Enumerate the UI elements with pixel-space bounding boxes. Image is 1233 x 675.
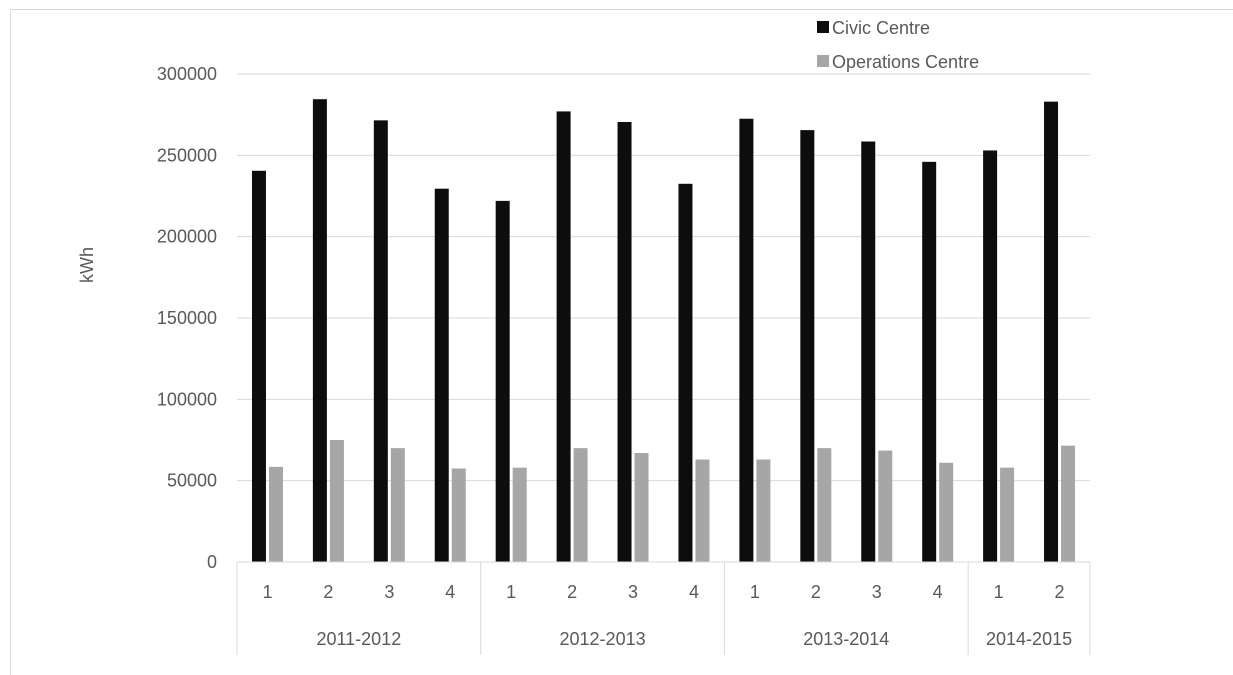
x-tick-label: 2 bbox=[567, 582, 577, 602]
x-tick-label: 1 bbox=[994, 582, 1004, 602]
x-tick-label: 1 bbox=[262, 582, 272, 602]
bar-operations-centre bbox=[939, 462, 954, 562]
x-group-label: 2014-2015 bbox=[986, 629, 1072, 649]
x-group-label: 2012-2013 bbox=[560, 629, 646, 649]
bar-civic-centre bbox=[251, 170, 266, 562]
bars bbox=[251, 99, 1076, 563]
bar-operations-centre bbox=[268, 466, 283, 562]
y-tick-label: 100000 bbox=[157, 389, 217, 409]
legend-label-civic-centre: Civic Centre bbox=[832, 18, 930, 38]
x-tick-label: 3 bbox=[872, 582, 882, 602]
bar-civic-centre bbox=[312, 99, 327, 563]
x-tick-label: 2 bbox=[1055, 582, 1065, 602]
legend: Civic Centre Operations Centre bbox=[817, 18, 979, 72]
x-tick-label: 1 bbox=[750, 582, 760, 602]
bar-civic-centre bbox=[434, 188, 449, 562]
y-tick-label: 300000 bbox=[157, 64, 217, 84]
x-tick-label: 3 bbox=[628, 582, 638, 602]
bar-operations-centre bbox=[878, 450, 893, 562]
bar-operations-centre bbox=[390, 448, 405, 562]
x-tick-label: 4 bbox=[445, 582, 455, 602]
x-group-label: 2013-2014 bbox=[803, 629, 889, 649]
bar-civic-centre bbox=[983, 150, 998, 562]
bar-operations-centre bbox=[817, 448, 832, 562]
bar-operations-centre bbox=[1061, 445, 1076, 562]
y-axis-tick-labels: 0 50000 100000 150000 200000 250000 300000 bbox=[157, 64, 217, 572]
bar-civic-centre bbox=[739, 118, 754, 562]
y-tick-label: 150000 bbox=[157, 308, 217, 328]
x-axis: 1 2 3 4 2011-2012 1 2 3 4 2012-2013 1 2 3 4 2013-2014 1… bbox=[236, 561, 1091, 655]
x-tick-label: 1 bbox=[506, 582, 516, 602]
y-tick-label: 0 bbox=[207, 552, 217, 572]
bar-civic-centre bbox=[556, 111, 571, 562]
bar-civic-centre bbox=[800, 130, 815, 562]
bar-civic-centre bbox=[1044, 101, 1059, 563]
bar-operations-centre bbox=[512, 467, 527, 562]
bar-civic-centre bbox=[373, 120, 388, 563]
x-tick-label: 3 bbox=[384, 582, 394, 602]
legend-swatch-operations-centre bbox=[817, 55, 829, 67]
bar-operations-centre bbox=[756, 459, 771, 562]
legend-label-operations-centre: Operations Centre bbox=[832, 52, 979, 72]
bar-civic-centre bbox=[861, 141, 876, 563]
x-tick-label: 2 bbox=[323, 582, 333, 602]
legend-swatch-civic-centre bbox=[817, 21, 829, 33]
y-tick-label: 200000 bbox=[157, 227, 217, 247]
x-group-label: 2011-2012 bbox=[316, 629, 401, 649]
y-axis-label: kWh bbox=[77, 247, 97, 283]
bar-civic-centre bbox=[495, 200, 510, 562]
chart-frame bbox=[10, 9, 1233, 675]
gridlines bbox=[237, 73, 1090, 482]
bar-civic-centre bbox=[678, 183, 693, 563]
bar-operations-centre bbox=[695, 459, 710, 562]
x-tick-label: 4 bbox=[689, 582, 699, 602]
bar-civic-centre bbox=[617, 121, 632, 562]
x-tick-label: 4 bbox=[933, 582, 943, 602]
bar-operations-centre bbox=[634, 453, 649, 562]
x-tick-label: 2 bbox=[811, 582, 821, 602]
bar-civic-centre bbox=[922, 161, 937, 562]
bar-operations-centre bbox=[451, 468, 466, 562]
bar-operations-centre bbox=[573, 448, 588, 562]
y-tick-label: 50000 bbox=[167, 471, 217, 491]
bar-operations-centre bbox=[1000, 467, 1015, 562]
bar-operations-centre bbox=[329, 440, 344, 562]
y-tick-label: 250000 bbox=[157, 145, 217, 165]
